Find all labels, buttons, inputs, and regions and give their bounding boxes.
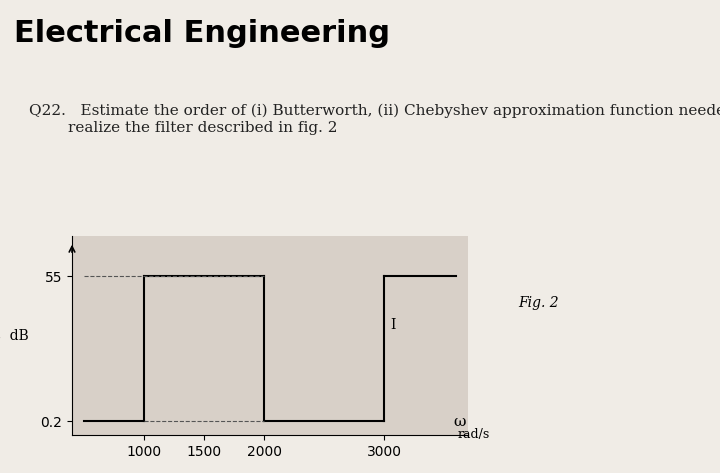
Text: Fig. 2: Fig. 2	[518, 297, 559, 310]
Text: I: I	[390, 318, 395, 332]
Text: Q22.   Estimate the order of (i) Butterworth, (ii) Chebyshev approximation funct: Q22. Estimate the order of (i) Butterwor…	[29, 104, 720, 135]
Text: rad/s: rad/s	[457, 428, 490, 440]
Text: Electrical Engineering: Electrical Engineering	[14, 19, 390, 48]
Text: ω: ω	[454, 415, 466, 429]
Y-axis label: Loss  dB: Loss dB	[0, 329, 29, 343]
